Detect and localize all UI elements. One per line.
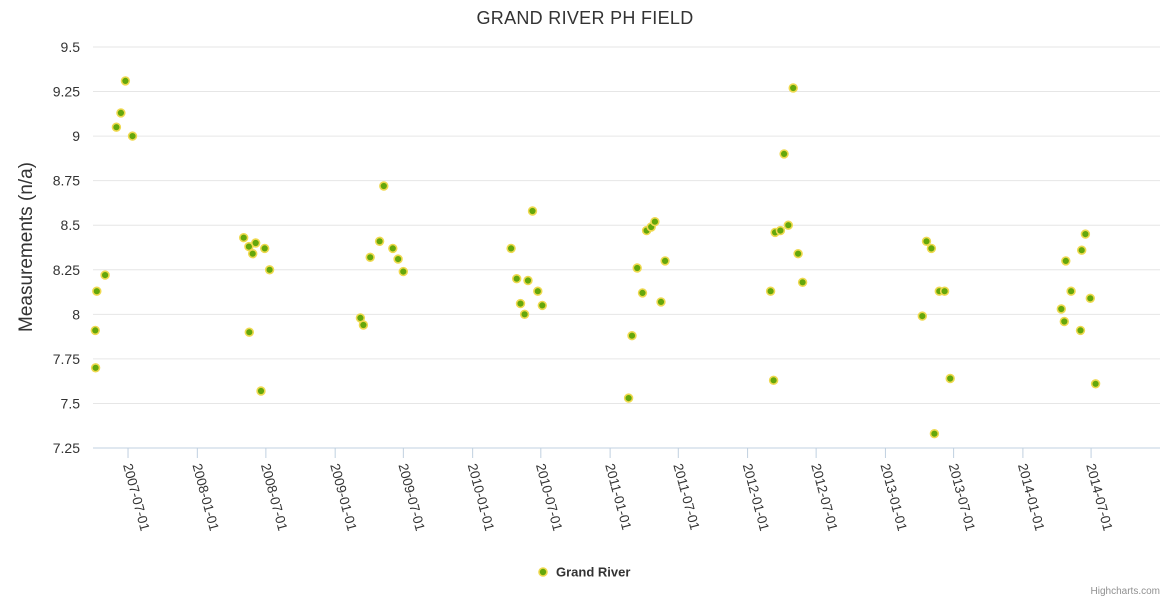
data-point[interactable] — [515, 298, 526, 309]
data-point[interactable] — [1056, 304, 1067, 314]
series-grand-river[interactable] — [90, 76, 1101, 439]
data-point[interactable] — [537, 300, 547, 311]
credits-link[interactable]: Highcharts.com — [1091, 586, 1160, 597]
data-point[interactable] — [627, 331, 637, 341]
data-point[interactable] — [623, 393, 634, 403]
legend[interactable]: Grand River — [538, 565, 630, 580]
data-point[interactable] — [90, 363, 101, 373]
data-point[interactable] — [511, 274, 522, 284]
x-axis-ticks: 2007-07-01 2008-01-01 2008-07-01 2009-01-01… — [120, 448, 1116, 533]
data-point[interactable] — [1080, 229, 1091, 239]
chart-title: GRAND RIVER PH FIELD — [476, 8, 693, 28]
data-point[interactable] — [637, 288, 648, 298]
data-point[interactable] — [656, 297, 666, 307]
x-tick-label: 2012-07-01 — [808, 462, 840, 533]
data-point[interactable] — [1090, 379, 1101, 389]
y-tick-label: 7.75 — [53, 351, 80, 367]
data-point[interactable] — [251, 238, 261, 248]
y-tick-label: 8.75 — [53, 173, 80, 189]
x-tick-label: 2009-07-01 — [395, 462, 427, 533]
y-tick-label: 9.5 — [61, 39, 81, 55]
legend-marker — [538, 567, 548, 577]
y-axis-ticks: 7.25 7.5 7.75 8 8.25 8.5 8.75 9 9.25 9.5 — [53, 39, 80, 456]
data-point[interactable] — [519, 309, 530, 319]
data-point[interactable] — [127, 131, 138, 141]
data-point[interactable] — [527, 206, 538, 216]
data-point[interactable] — [1075, 325, 1086, 336]
y-tick-label: 9.25 — [53, 84, 80, 100]
data-point[interactable] — [393, 254, 403, 264]
data-point[interactable] — [1066, 286, 1076, 296]
data-point[interactable] — [1076, 245, 1087, 255]
data-point[interactable] — [256, 386, 266, 396]
x-tick-label: 2007-07-01 — [120, 462, 152, 533]
data-point[interactable] — [374, 236, 385, 247]
data-point[interactable] — [90, 325, 101, 336]
data-point[interactable] — [264, 265, 275, 275]
data-point[interactable] — [248, 249, 258, 259]
data-point[interactable] — [100, 270, 110, 280]
data-point[interactable] — [506, 243, 516, 254]
data-point[interactable] — [1061, 256, 1071, 266]
y-tick-label: 7.25 — [53, 440, 80, 456]
x-tick-label: 2008-01-01 — [189, 462, 221, 533]
x-tick-label: 2013-01-01 — [878, 462, 910, 533]
data-point[interactable] — [1059, 316, 1070, 327]
data-point[interactable] — [788, 83, 798, 93]
data-point[interactable] — [939, 286, 950, 296]
data-point[interactable] — [388, 243, 398, 254]
grid-lines — [93, 46, 1160, 404]
x-tick-label: 2011-07-01 — [670, 462, 702, 532]
data-point[interactable] — [398, 266, 408, 277]
data-point[interactable] — [365, 252, 375, 262]
data-point[interactable] — [768, 375, 779, 385]
x-tick-label: 2012-01-01 — [740, 462, 772, 533]
data-point[interactable] — [358, 320, 369, 330]
data-point[interactable] — [111, 122, 122, 132]
data-point[interactable] — [244, 327, 255, 337]
x-tick-label: 2014-01-01 — [1015, 462, 1047, 533]
data-point[interactable] — [239, 233, 249, 243]
data-point[interactable] — [929, 429, 940, 439]
data-point[interactable] — [632, 263, 642, 273]
data-point[interactable] — [523, 275, 533, 286]
data-point[interactable] — [660, 256, 670, 266]
data-point[interactable] — [775, 225, 786, 236]
data-point[interactable] — [533, 286, 543, 296]
data-point[interactable] — [260, 243, 270, 254]
y-tick-label: 7.5 — [61, 395, 81, 411]
y-tick-label: 8.5 — [61, 217, 81, 233]
data-point[interactable] — [917, 311, 927, 321]
data-point[interactable] — [765, 286, 776, 296]
data-point[interactable] — [779, 149, 789, 159]
x-tick-label: 2010-01-01 — [465, 462, 497, 533]
data-point[interactable] — [120, 76, 131, 86]
x-tick-label: 2008-07-01 — [258, 462, 290, 533]
x-tick-label: 2014-07-01 — [1083, 462, 1115, 533]
data-point[interactable] — [945, 373, 955, 384]
data-point[interactable] — [926, 243, 937, 254]
x-tick-label: 2010-07-01 — [533, 462, 565, 533]
x-tick-label: 2011-01-01 — [602, 462, 634, 532]
x-tick-label: 2013-07-01 — [946, 462, 978, 533]
y-axis-label: Measurements (n/a) — [16, 162, 37, 332]
data-point[interactable] — [116, 108, 126, 118]
data-point[interactable] — [1085, 293, 1096, 303]
data-point[interactable] — [783, 220, 793, 230]
data-point[interactable] — [793, 249, 803, 259]
x-tick-label: 2009-01-01 — [327, 462, 359, 533]
data-point[interactable] — [379, 181, 389, 191]
legend-item-grand-river[interactable]: Grand River — [556, 565, 630, 580]
data-point[interactable] — [921, 236, 932, 247]
y-tick-label: 8.25 — [53, 262, 80, 278]
data-point[interactable] — [92, 286, 102, 296]
y-tick-label: 9 — [72, 128, 80, 144]
y-tick-label: 8 — [72, 306, 80, 322]
data-point[interactable] — [797, 277, 808, 287]
data-point[interactable] — [650, 217, 660, 227]
